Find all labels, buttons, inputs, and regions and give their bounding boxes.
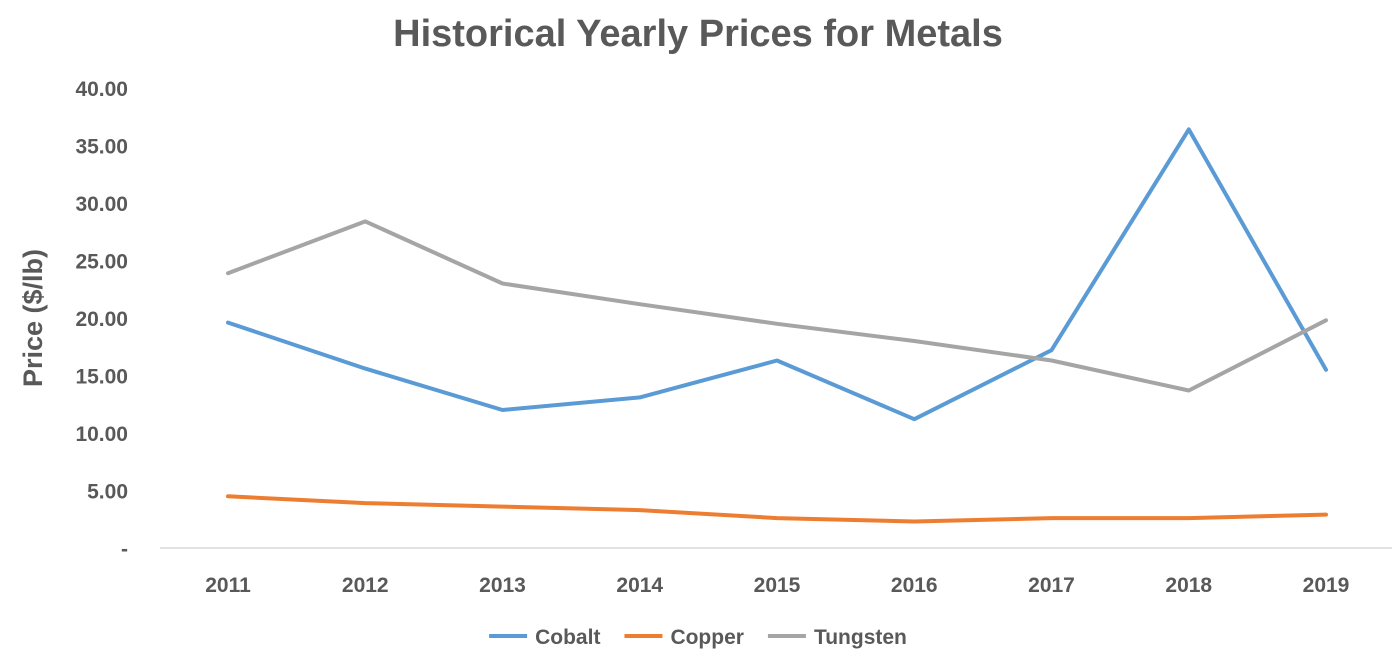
x-tick-label: 2018 — [1165, 574, 1212, 597]
x-tick-label: 2015 — [754, 574, 801, 597]
y-axis-ticks: - 5.00 10.00 15.00 20.00 25.00 30.00 35.00 40.00 — [75, 78, 128, 561]
chart-title: Historical Yearly Prices for Metals — [393, 13, 1003, 55]
y-axis-label: Price ($/lb) — [18, 249, 48, 387]
legend-label: Cobalt — [535, 626, 600, 649]
legend-label: Tungsten — [814, 626, 907, 649]
x-tick-label: 2011 — [205, 574, 251, 597]
y-tick-label: 10.00 — [75, 423, 128, 446]
y-tick-label: 25.00 — [75, 251, 128, 274]
series-line-cobalt — [226, 127, 1328, 422]
x-tick-label: 2016 — [891, 574, 938, 597]
y-tick-label: 5.00 — [87, 481, 128, 504]
x-tick-label: 2014 — [616, 574, 663, 597]
y-tick-label: - — [121, 538, 128, 561]
y-tick-label: 20.00 — [75, 308, 128, 331]
x-tick-label: 2017 — [1028, 574, 1075, 597]
y-tick-label: 30.00 — [75, 193, 128, 216]
legend-item-copper: Copper — [624, 626, 744, 649]
x-tick-label: 2019 — [1303, 574, 1350, 597]
legend-item-cobalt: Cobalt — [489, 626, 600, 649]
y-tick-label: 35.00 — [75, 136, 128, 159]
x-axis-ticks: 2011 2012 2013 2014 2015 2016 2017 2018 2019 — [205, 574, 1349, 597]
series-line-tungsten — [226, 219, 1328, 393]
y-tick-label: 40.00 — [75, 78, 128, 101]
legend-label: Copper — [670, 626, 744, 649]
series-line-copper — [226, 494, 1328, 524]
x-tick-label: 2012 — [342, 574, 389, 597]
y-tick-label: 15.00 — [75, 366, 128, 389]
legend-item-tungsten: Tungsten — [767, 626, 907, 649]
series-lines — [226, 127, 1328, 524]
legend: Cobalt Copper Tungsten — [489, 626, 907, 649]
x-tick-label: 2013 — [479, 574, 526, 597]
